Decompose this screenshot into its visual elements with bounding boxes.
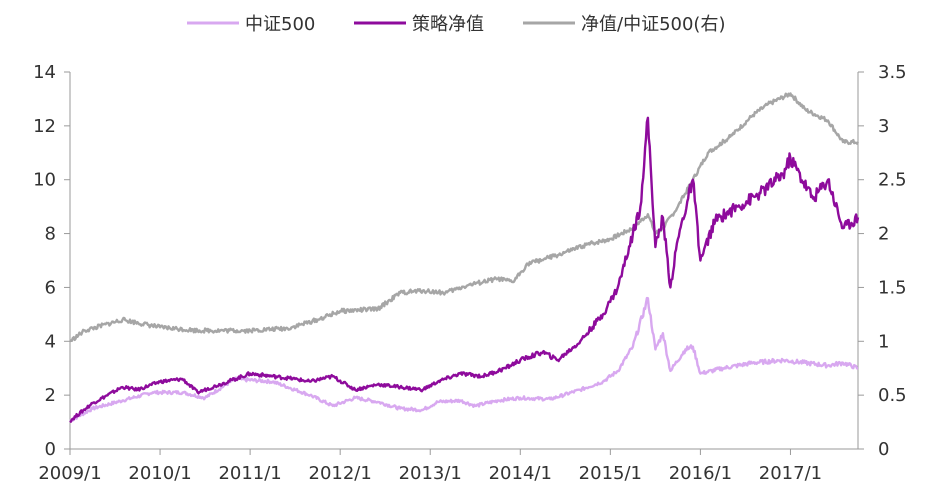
y-left-tick-label: 2 bbox=[45, 385, 56, 406]
legend: 中证500 策略净值 净值/中证500(右) bbox=[187, 14, 725, 35]
y-left-tick-label: 14 bbox=[33, 62, 56, 83]
series-line-0 bbox=[69, 296, 859, 422]
y-right-tick-label: 3 bbox=[878, 116, 889, 137]
y-right-tick-label: 1.5 bbox=[878, 277, 907, 298]
y-right-tick-label: 3.5 bbox=[878, 62, 907, 83]
x-tick-label: 2012/1 bbox=[309, 463, 372, 484]
x-tick-label: 2014/1 bbox=[489, 463, 552, 484]
x-tick-label: 2011/1 bbox=[218, 463, 281, 484]
legend-label-1: 策略净值 bbox=[412, 14, 484, 35]
y-right-tick-label: 2 bbox=[878, 224, 889, 245]
y-left-tick-label: 12 bbox=[33, 116, 56, 137]
y-right-tick-label: 0.5 bbox=[878, 385, 907, 406]
y-left-tick-label: 8 bbox=[45, 224, 56, 245]
legend-label-0: 中证500 bbox=[245, 14, 315, 35]
y-left-tick-label: 10 bbox=[33, 170, 56, 191]
x-tick-label: 2015/1 bbox=[579, 463, 642, 484]
x-tick-label: 2010/1 bbox=[128, 463, 191, 484]
series-lines bbox=[69, 92, 860, 423]
y-right-tick-label: 2.5 bbox=[878, 170, 907, 191]
x-tick-label: 2009/1 bbox=[38, 463, 101, 484]
y-right-tick-label: 1 bbox=[878, 331, 889, 352]
x-tick-label: 2013/1 bbox=[399, 463, 462, 484]
y-right-tick-label: 0 bbox=[878, 439, 889, 460]
y-left-tick-label: 0 bbox=[45, 439, 56, 460]
x-tick-label: 2017/1 bbox=[759, 463, 822, 484]
y-left-tick-label: 6 bbox=[45, 277, 56, 298]
axes: 0 2 4 6 8 10 12 14 0 0.5 1 1.5 2 2.5 3 3.5 2009/1 2010/1 2… bbox=[33, 62, 907, 484]
y-left-tick-label: 4 bbox=[45, 331, 56, 352]
series-line-1 bbox=[69, 116, 860, 423]
x-tick-label: 2016/1 bbox=[669, 463, 732, 484]
legend-label-2: 净值/中证500(右) bbox=[581, 14, 725, 35]
series-line-2 bbox=[69, 92, 860, 343]
